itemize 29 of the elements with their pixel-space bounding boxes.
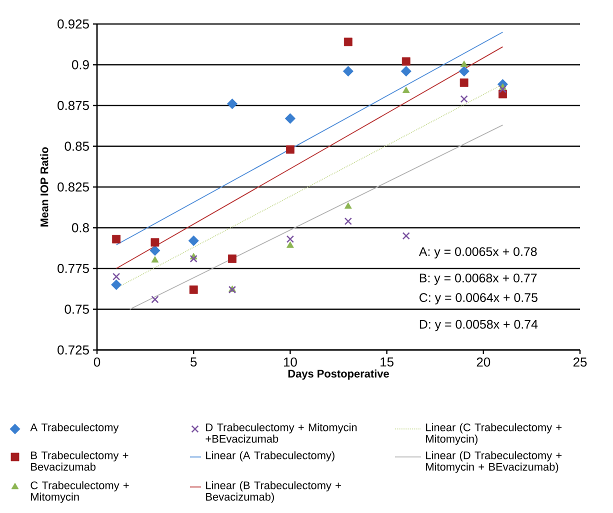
annotation: C: y = 0.0064x + 0.75 [420, 293, 538, 304]
x-axis-title: Days Postoperative [288, 370, 389, 380]
annotation: B: y = 0.0068x + 0.77 [420, 274, 537, 285]
legend-label: A Trabeculectomy [30, 423, 119, 434]
y-tick-label: 0.925 [58, 19, 89, 29]
y-tick-label: 0.825 [58, 182, 89, 192]
y-tick-label: 0.75 [64, 304, 89, 314]
y-tick-label: 0.85 [64, 142, 89, 151]
legend-label: Linear (A Trabeculectomy) [206, 451, 334, 462]
x-tick-label: 20 [476, 358, 490, 367]
annotation: A: y = 0.0065x + 0.78 [418, 247, 537, 258]
annotation: D: y = 0.0058x + 0.74 [420, 320, 538, 332]
y-tick-label: 0.8 [72, 223, 89, 232]
legend-label: C Trabeculectomy + Mitomycin [30, 481, 129, 503]
x-tick-label: 5 [190, 358, 197, 367]
x-tick-label: 10 [284, 358, 297, 367]
legend-label: Linear (C Trabeculectomy + Mitomycin) [426, 423, 562, 445]
x-tick-label: 0 [94, 358, 100, 367]
legend-label: Linear (D Trabeculectomy + Mitomycin + BEvacizumab) [426, 451, 562, 473]
y-tick-label: 0.9 [72, 60, 89, 70]
y-tick-label: 0.775 [58, 264, 89, 274]
x-tick-label: 25 [573, 358, 587, 367]
legend-label: B Trabeculectomy + Bevacizumab [31, 451, 128, 471]
y-axis-title: Mean IOP Ratio [40, 147, 48, 226]
y-tick-label: 0.875 [58, 100, 89, 110]
legend-label: D Trabeculectomy + Mitomycin +BEvacizumab [206, 423, 357, 443]
y-tick-label: 0.725 [58, 345, 89, 355]
x-tick-label: 15 [380, 358, 394, 367]
legend-label: Linear (B Trabeculectomy + Bevacizumab) [206, 481, 341, 503]
